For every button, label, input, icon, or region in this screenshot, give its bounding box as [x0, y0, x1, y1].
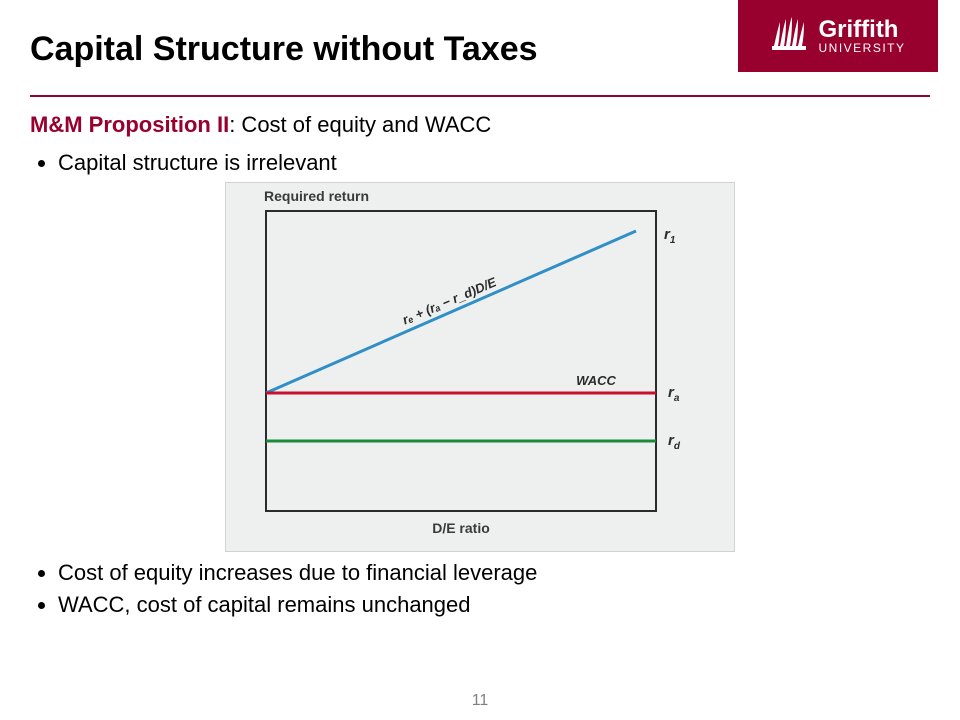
subheading-bold: M&M Proposition II [30, 112, 229, 137]
subheading-rest: : Cost of equity and WACC [229, 112, 491, 137]
logo-text-top: Griffith [818, 18, 905, 42]
university-logo: Griffith UNIVERSITY [738, 0, 938, 72]
page-number: 11 [0, 692, 960, 710]
header-rule [30, 95, 930, 97]
bullets-bottom: Cost of equity increases due to financia… [30, 560, 930, 618]
bullet-item: Capital structure is irrelevant [58, 150, 930, 176]
svg-text:Required return: Required return [264, 188, 369, 204]
logo-inner: Griffith UNIVERSITY [770, 16, 905, 56]
logo-text: Griffith UNIVERSITY [818, 18, 905, 54]
svg-text:WACC: WACC [576, 373, 616, 388]
logo-flame-icon [770, 16, 810, 56]
header: Capital Structure without Taxes [0, 0, 960, 95]
svg-text:D/E ratio: D/E ratio [432, 520, 490, 536]
content: M&M Proposition II: Cost of equity and W… [30, 112, 930, 624]
bullet-item: Cost of equity increases due to financia… [58, 560, 930, 586]
chart: Required return D/E ratio rₑ + (rₐ − r_d)D… [225, 182, 735, 552]
svg-text:ra: ra [668, 384, 680, 404]
subheading: M&M Proposition II: Cost of equity and W… [30, 112, 930, 138]
bullets-top: Capital structure is irrelevant [30, 150, 930, 176]
svg-text:rd: rd [668, 432, 681, 452]
chart-svg: Required return D/E ratio rₑ + (rₐ − r_d)D… [236, 183, 716, 543]
slide: Capital Structure without Taxes [0, 0, 960, 720]
svg-text:rₑ + (rₐ − r_d)D/E: rₑ + (rₐ − r_d)D/E [400, 274, 499, 327]
bullet-item: WACC, cost of capital remains unchanged [58, 592, 930, 618]
logo-text-bottom: UNIVERSITY [818, 42, 905, 54]
slide-title: Capital Structure without Taxes [30, 30, 538, 69]
svg-text:r1: r1 [664, 226, 676, 246]
chart-container: Required return D/E ratio rₑ + (rₐ − r_d)D… [30, 182, 930, 552]
